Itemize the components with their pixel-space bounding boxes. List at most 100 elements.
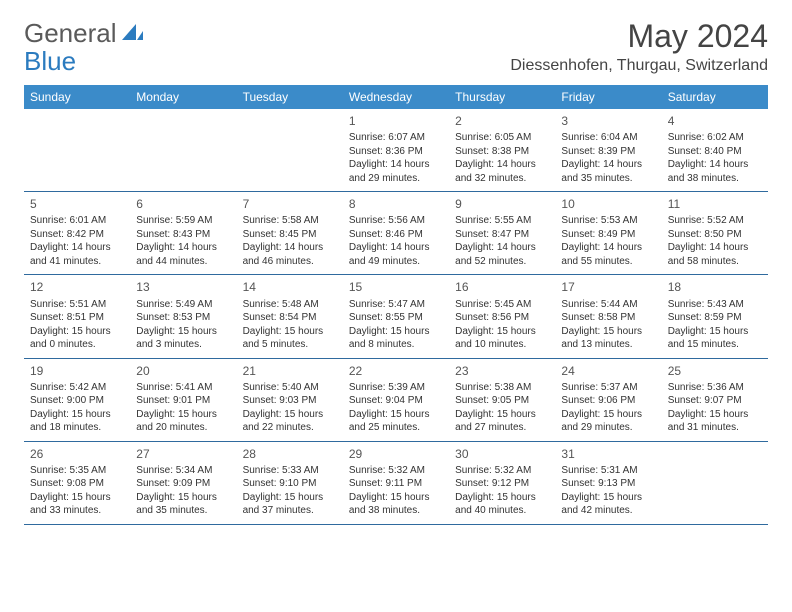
day-cell: 13Sunrise: 5:49 AMSunset: 8:53 PMDayligh… [130,275,236,357]
day-number: 28 [243,446,337,462]
day-number: 8 [349,196,443,212]
daylight-line-1: Daylight: 15 hours [561,325,655,339]
daylight-line-2: and 20 minutes. [136,421,230,435]
daylight-line-1: Daylight: 15 hours [349,408,443,422]
daylight-line-2: and 13 minutes. [561,338,655,352]
daylight-line-1: Daylight: 14 hours [455,158,549,172]
daylight-line-2: and 37 minutes. [243,504,337,518]
sunrise-line: Sunrise: 6:04 AM [561,131,655,145]
day-number: 14 [243,279,337,295]
daylight-line-2: and 3 minutes. [136,338,230,352]
daylight-line-1: Daylight: 14 hours [561,158,655,172]
day-number: 27 [136,446,230,462]
sunrise-line: Sunrise: 5:32 AM [349,464,443,478]
calendar: Sunday Monday Tuesday Wednesday Thursday… [24,85,768,525]
title-block: May 2024 Diessenhofen, Thurgau, Switzerl… [510,18,768,75]
day-number: 4 [668,113,762,129]
sunset-line: Sunset: 8:38 PM [455,145,549,159]
sunrise-line: Sunrise: 5:53 AM [561,214,655,228]
daylight-line-2: and 38 minutes. [668,172,762,186]
daylight-line-2: and 5 minutes. [243,338,337,352]
day-cell [662,442,768,524]
sunset-line: Sunset: 9:08 PM [30,477,124,491]
day-cell: 22Sunrise: 5:39 AMSunset: 9:04 PMDayligh… [343,359,449,441]
month-title: May 2024 [510,18,768,55]
weekday-header: Thursday [449,85,555,109]
day-cell: 27Sunrise: 5:34 AMSunset: 9:09 PMDayligh… [130,442,236,524]
day-number: 9 [455,196,549,212]
day-cell: 9Sunrise: 5:55 AMSunset: 8:47 PMDaylight… [449,192,555,274]
sunrise-line: Sunrise: 5:43 AM [668,298,762,312]
daylight-line-1: Daylight: 14 hours [136,241,230,255]
day-number: 26 [30,446,124,462]
week-row: 19Sunrise: 5:42 AMSunset: 9:00 PMDayligh… [24,359,768,442]
daylight-line-1: Daylight: 15 hours [455,408,549,422]
day-cell: 23Sunrise: 5:38 AMSunset: 9:05 PMDayligh… [449,359,555,441]
sunset-line: Sunset: 8:47 PM [455,228,549,242]
sunset-line: Sunset: 8:53 PM [136,311,230,325]
sunset-line: Sunset: 8:55 PM [349,311,443,325]
weekday-header: Sunday [24,85,130,109]
daylight-line-1: Daylight: 15 hours [30,491,124,505]
daylight-line-2: and 29 minutes. [561,421,655,435]
week-row: 5Sunrise: 6:01 AMSunset: 8:42 PMDaylight… [24,192,768,275]
daylight-line-2: and 44 minutes. [136,255,230,269]
sunset-line: Sunset: 9:11 PM [349,477,443,491]
sunrise-line: Sunrise: 5:59 AM [136,214,230,228]
day-cell: 1Sunrise: 6:07 AMSunset: 8:36 PMDaylight… [343,109,449,191]
daylight-line-1: Daylight: 15 hours [668,325,762,339]
sunset-line: Sunset: 8:46 PM [349,228,443,242]
sunrise-line: Sunrise: 5:32 AM [455,464,549,478]
daylight-line-2: and 38 minutes. [349,504,443,518]
sunrise-line: Sunrise: 5:56 AM [349,214,443,228]
daylight-line-1: Daylight: 15 hours [668,408,762,422]
daylight-line-2: and 10 minutes. [455,338,549,352]
sunset-line: Sunset: 8:51 PM [30,311,124,325]
day-cell [130,109,236,191]
daylight-line-2: and 52 minutes. [455,255,549,269]
day-cell [24,109,130,191]
daylight-line-1: Daylight: 15 hours [136,408,230,422]
day-cell: 31Sunrise: 5:31 AMSunset: 9:13 PMDayligh… [555,442,661,524]
day-number: 15 [349,279,443,295]
weekday-header-row: Sunday Monday Tuesday Wednesday Thursday… [24,85,768,109]
daylight-line-2: and 15 minutes. [668,338,762,352]
day-cell: 7Sunrise: 5:58 AMSunset: 8:45 PMDaylight… [237,192,343,274]
sunset-line: Sunset: 8:43 PM [136,228,230,242]
day-number: 1 [349,113,443,129]
daylight-line-2: and 58 minutes. [668,255,762,269]
daylight-line-1: Daylight: 15 hours [243,325,337,339]
day-cell: 4Sunrise: 6:02 AMSunset: 8:40 PMDaylight… [662,109,768,191]
daylight-line-1: Daylight: 15 hours [349,491,443,505]
daylight-line-1: Daylight: 15 hours [561,408,655,422]
sunrise-line: Sunrise: 6:05 AM [455,131,549,145]
day-cell: 28Sunrise: 5:33 AMSunset: 9:10 PMDayligh… [237,442,343,524]
day-cell: 30Sunrise: 5:32 AMSunset: 9:12 PMDayligh… [449,442,555,524]
daylight-line-2: and 40 minutes. [455,504,549,518]
daylight-line-2: and 49 minutes. [349,255,443,269]
sunrise-line: Sunrise: 5:45 AM [455,298,549,312]
sunset-line: Sunset: 8:59 PM [668,311,762,325]
day-number: 24 [561,363,655,379]
weekday-header: Saturday [662,85,768,109]
sunset-line: Sunset: 9:13 PM [561,477,655,491]
sunset-line: Sunset: 9:09 PM [136,477,230,491]
weekday-header: Monday [130,85,236,109]
day-number: 20 [136,363,230,379]
daylight-line-2: and 29 minutes. [349,172,443,186]
daylight-line-1: Daylight: 14 hours [668,241,762,255]
day-number: 6 [136,196,230,212]
day-cell [237,109,343,191]
sunrise-line: Sunrise: 5:58 AM [243,214,337,228]
sunrise-line: Sunrise: 5:44 AM [561,298,655,312]
sunrise-line: Sunrise: 5:48 AM [243,298,337,312]
day-cell: 17Sunrise: 5:44 AMSunset: 8:58 PMDayligh… [555,275,661,357]
sunset-line: Sunset: 8:42 PM [30,228,124,242]
daylight-line-1: Daylight: 14 hours [455,241,549,255]
sunrise-line: Sunrise: 5:49 AM [136,298,230,312]
day-cell: 26Sunrise: 5:35 AMSunset: 9:08 PMDayligh… [24,442,130,524]
sunset-line: Sunset: 8:36 PM [349,145,443,159]
daylight-line-1: Daylight: 15 hours [136,491,230,505]
day-number: 12 [30,279,124,295]
daylight-line-1: Daylight: 15 hours [243,491,337,505]
